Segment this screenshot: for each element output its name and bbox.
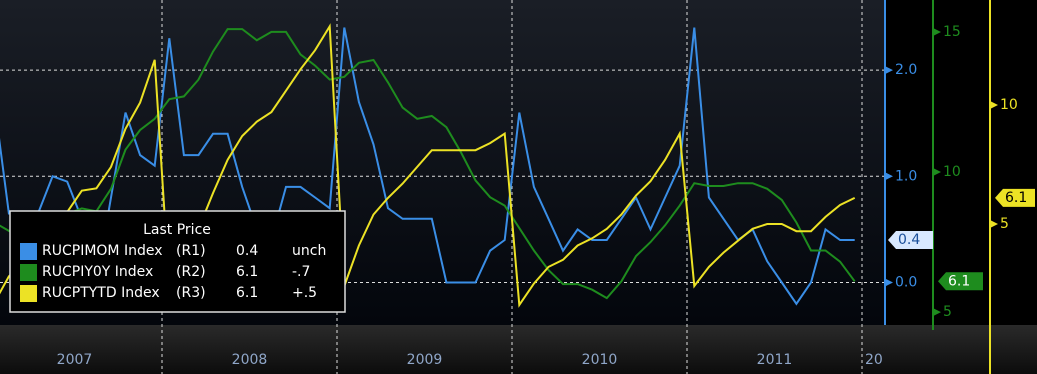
last-price-label: 0.4 <box>898 232 920 248</box>
y-tick-mark <box>885 66 893 75</box>
series-lines <box>0 23 856 308</box>
y-tick-label: 5 <box>1000 216 1009 232</box>
x-tick-label: 20 <box>865 352 883 368</box>
y-tick-mark <box>990 220 998 229</box>
last-price-tag <box>938 272 983 291</box>
legend: Last Price RUCPIMOM Index (R1) 0.4 unch RUCP… <box>9 210 346 313</box>
last-price-label: 6.1 <box>948 273 970 289</box>
legend-axis: (R3) <box>176 285 206 301</box>
legend-axis: (R2) <box>176 264 206 280</box>
y-tick-label: 10 <box>943 164 961 180</box>
last-price-tag <box>888 231 933 250</box>
series-line <box>0 27 855 306</box>
series-line <box>0 23 856 308</box>
y-tick-mark <box>885 278 893 287</box>
y-tick-label: 2.0 <box>895 62 917 78</box>
last-price-label: 6.1 <box>1005 190 1027 206</box>
y-tick-mark <box>933 308 941 317</box>
legend-change: -.7 <box>292 264 310 280</box>
y-tick-mark <box>933 168 941 177</box>
legend-box <box>9 210 346 313</box>
legend-axis: (R1) <box>176 243 206 259</box>
legend-name: RUCPTYTD Index <box>42 285 160 301</box>
x-tick-label: 2009 <box>407 352 443 368</box>
x-tick-label: 2007 <box>57 352 93 368</box>
y-tick-label: 10 <box>1000 97 1018 113</box>
legend-last: 6.1 <box>236 264 258 280</box>
legend-last: 0.4 <box>236 243 258 259</box>
last-price-tag <box>995 188 1035 207</box>
legend-change: +.5 <box>292 285 317 301</box>
x-axis-band <box>0 325 1037 374</box>
y-tick-mark <box>933 27 941 36</box>
legend-last: 6.1 <box>236 285 258 301</box>
axes: 2007 2008 2009 2010 2011 20 0.0 1.0 2.0 5 10 15 5 10 0… <box>57 0 1035 374</box>
legend-name: RUCPIMOM Index <box>42 243 163 259</box>
y-tick-mark <box>990 101 998 109</box>
y-tick-mark <box>885 172 893 181</box>
legend-name: RUCPIY0Y Index <box>42 264 153 280</box>
x-tick-label: 2010 <box>582 352 618 368</box>
legend-swatch <box>20 264 37 281</box>
x-tick-label: 2011 <box>757 352 793 368</box>
y-tick-label: 0.0 <box>895 275 917 291</box>
y-tick-label: 5 <box>943 304 952 320</box>
legend-change: unch <box>292 243 326 259</box>
y-tick-label: 15 <box>943 24 961 40</box>
legend-swatch <box>20 285 37 302</box>
legend-title: Last Price <box>143 222 211 238</box>
legend-swatch <box>20 243 37 260</box>
x-tick-label: 2008 <box>232 352 268 368</box>
series-line <box>0 28 856 300</box>
y-tick-label: 1.0 <box>895 168 917 184</box>
